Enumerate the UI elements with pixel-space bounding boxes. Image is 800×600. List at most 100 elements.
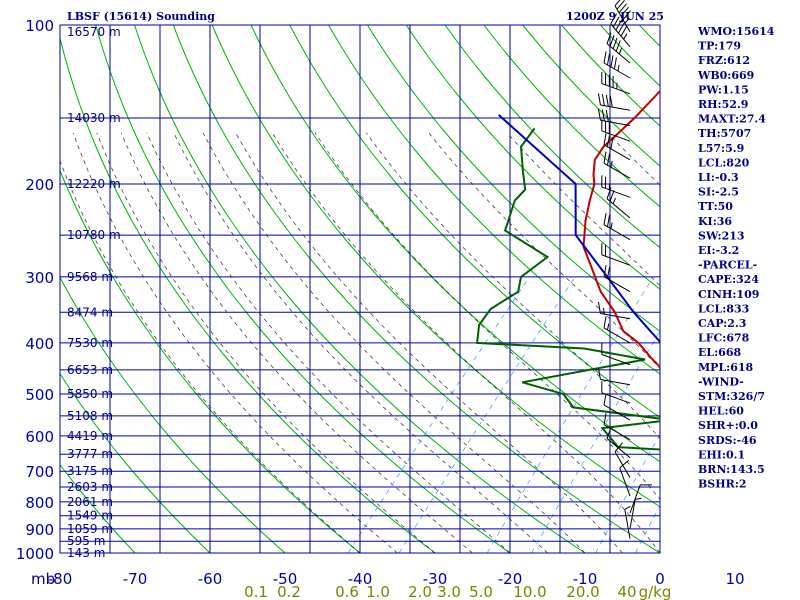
index-value: EI:-3.2 [698, 244, 739, 257]
height-label: 8474 m [67, 305, 113, 319]
dry-adiabat [60, 35, 436, 553]
index-value: EHI:0.1 [698, 448, 745, 461]
wind-barb-flag [609, 35, 615, 47]
height-label: 2603 m [67, 480, 113, 494]
wind-barb-flag [616, 0, 625, 10]
wind-barb-flag [603, 316, 607, 328]
wind-barb-flag [618, 3, 627, 14]
wind-barb-staff [601, 354, 631, 366]
dry-adiabat [60, 276, 286, 553]
index-value: LCL:833 [698, 302, 749, 315]
wind-barb [601, 243, 631, 266]
index-value: BSHR:2 [698, 478, 747, 491]
wind-barb [610, 13, 631, 48]
wind-barb-staff [614, 5, 631, 33]
wind-barb-half-flag [623, 33, 628, 40]
index-value: EL:668 [698, 346, 741, 359]
wind-barb-staff [603, 327, 631, 344]
wind-barb-flag [606, 135, 611, 147]
wind-barb-staff [603, 162, 631, 179]
temperature-tick-label: -30 [423, 570, 448, 588]
wind-barb-flag [617, 22, 625, 34]
wind-barb-flag [603, 393, 607, 406]
height-label: 4419 m [67, 429, 113, 443]
wind-barb [603, 316, 631, 344]
wind-barb-flag [605, 94, 609, 107]
wind-barb-staff [601, 130, 631, 142]
wind-barb-half-flag [602, 307, 605, 315]
wind-barb [603, 393, 631, 421]
series-line-parcel [498, 114, 660, 344]
index-value: SW:213 [698, 229, 745, 242]
wind-barb-staff [603, 404, 631, 421]
dry-adiabat [211, 25, 660, 508]
wind-barb-half-flag [624, 505, 631, 510]
wind-barb-flag [610, 137, 614, 149]
wind-barb [601, 381, 631, 404]
mixing-ratio-label: 10.0 [513, 583, 546, 600]
dry-adiabat [95, 25, 511, 553]
series-line-dewpoint [475, 127, 660, 451]
height-label: 1549 m [67, 509, 113, 523]
mixing-ratio-label: 0.2 [277, 583, 301, 600]
wind-barb-flag [597, 367, 601, 380]
mixing-ratio-label: 1.0 [366, 583, 390, 600]
wind-barb-flag [614, 0, 621, 7]
wind-barb-flag [606, 267, 611, 279]
pressure-tick-label: 300 [25, 269, 54, 287]
height-label: 5108 m [67, 409, 113, 423]
index-value: PW:1.15 [698, 83, 749, 96]
index-value: L57:5.9 [698, 142, 744, 155]
dry-adiabat [444, 25, 660, 249]
dry-adiabat [483, 25, 660, 208]
mixing-ratio-line [635, 504, 660, 553]
wind-barb-staff [610, 23, 631, 48]
wind-barbs [597, 0, 652, 539]
wind-barb [603, 413, 631, 441]
wind-barb-flag [603, 133, 607, 145]
index-value: LI:-0.3 [698, 171, 739, 184]
wind-barb [603, 51, 631, 79]
temperature-tick-label: -10 [573, 570, 598, 588]
wind-barb-flag [610, 55, 614, 68]
wind-barb-flag [615, 19, 623, 31]
temperature-tick-label: -80 [48, 570, 73, 588]
dry-adiabat [289, 25, 660, 418]
wind-barb-staff [629, 484, 641, 514]
index-value: BRN:143.5 [698, 463, 765, 476]
wind-barb-half-flag [612, 197, 616, 205]
dry-adiabat [134, 25, 586, 553]
dry-adiabat [60, 372, 211, 553]
height-label: 9568 m [67, 270, 113, 284]
pressure-tick-label: 400 [25, 335, 54, 353]
wind-barb-half-flag [635, 497, 642, 500]
wind-barb-staff [603, 424, 631, 441]
index-value: TP:179 [698, 40, 741, 53]
wind-barb [606, 32, 631, 64]
dry-adiabat [367, 25, 660, 332]
index-value: STM:326/7 [698, 390, 765, 403]
wind-barb [603, 265, 631, 293]
wind-barb-staff [603, 144, 631, 161]
pressure-tick-label: 1000 [16, 545, 54, 563]
wind-barb-staff [601, 186, 631, 198]
wind-barb-staff [600, 104, 631, 111]
wind-barb [603, 133, 631, 161]
wind-barb-staff [619, 467, 631, 497]
moist-adiabat [173, 132, 548, 553]
wind-barb-flag [620, 6, 629, 17]
mixing-ratio-label: 3.0 [437, 583, 461, 600]
wind-barb-flag [609, 95, 613, 108]
chart-subtitle: 1200Z 9 JUN 25 [566, 10, 664, 23]
index-value: TT:50 [698, 200, 733, 213]
mixing-ratio-label: 5.0 [469, 583, 493, 600]
wind-barb-staff [601, 254, 631, 266]
index-value: HEL:60 [698, 405, 744, 418]
index-value: CINH:109 [698, 288, 759, 301]
wind-barb-flag [619, 459, 630, 469]
plot-frame [59, 24, 661, 554]
index-value: LCL:820 [698, 156, 750, 169]
wind-barb-flag [597, 93, 601, 106]
wind-barb-staff [600, 313, 631, 320]
